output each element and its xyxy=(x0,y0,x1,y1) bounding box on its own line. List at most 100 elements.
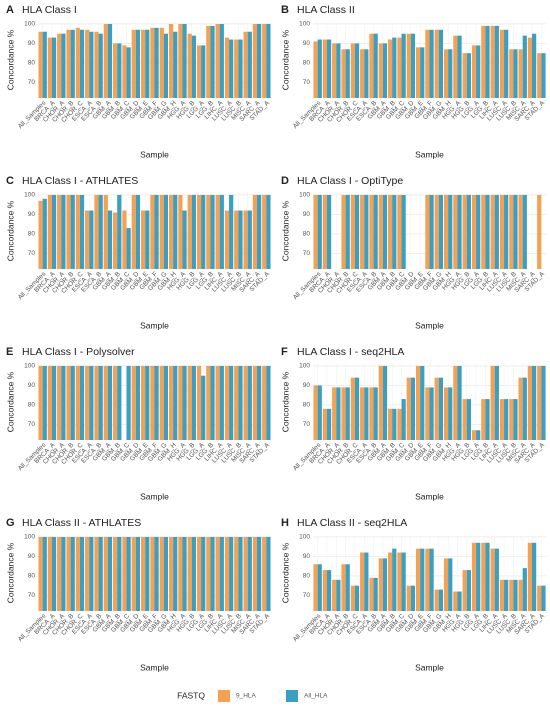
bar xyxy=(410,377,416,440)
bar xyxy=(401,33,406,98)
bar xyxy=(168,536,174,611)
bar xyxy=(238,39,243,98)
bar xyxy=(481,399,486,440)
bar xyxy=(201,45,206,98)
bar xyxy=(406,585,411,611)
bar xyxy=(210,194,215,269)
bar xyxy=(47,37,52,98)
bar xyxy=(518,377,523,440)
bar xyxy=(79,194,85,269)
bar xyxy=(206,365,211,440)
bar xyxy=(466,53,471,98)
bar xyxy=(350,377,355,440)
bar xyxy=(159,194,164,269)
bar xyxy=(457,35,462,98)
bar xyxy=(150,27,155,98)
panel-letter: E xyxy=(6,346,13,358)
bar xyxy=(229,194,234,269)
legend: FASTQ 9_HLA All_HLA xyxy=(177,690,328,702)
bar xyxy=(532,365,537,440)
bar xyxy=(103,536,108,611)
bar xyxy=(313,385,318,440)
panel-title: HLA Class I xyxy=(22,4,77,16)
bar xyxy=(201,375,206,440)
panel-letter: D xyxy=(281,175,289,187)
bar xyxy=(499,399,505,440)
bar xyxy=(131,29,136,98)
bar xyxy=(103,365,108,440)
bar xyxy=(322,194,327,269)
bar xyxy=(252,23,258,99)
bar xyxy=(382,365,388,440)
bar xyxy=(448,558,453,611)
bar xyxy=(537,53,542,98)
bar xyxy=(462,194,467,269)
bar xyxy=(322,570,327,611)
bar xyxy=(354,585,360,611)
bar xyxy=(168,194,174,269)
bar xyxy=(247,210,252,269)
bar xyxy=(345,49,350,98)
bar xyxy=(476,45,481,98)
bar xyxy=(229,39,234,98)
bar xyxy=(341,49,346,98)
bar xyxy=(57,536,62,611)
bar xyxy=(360,49,365,98)
bar xyxy=(243,365,248,440)
bar xyxy=(215,365,220,440)
bar xyxy=(388,552,393,611)
bar xyxy=(215,194,220,269)
bar xyxy=(485,194,490,269)
bar xyxy=(490,365,495,440)
bar xyxy=(191,35,196,98)
bar xyxy=(206,194,211,269)
bar xyxy=(70,29,75,98)
x-axis-label: Sample xyxy=(415,662,444,672)
bar xyxy=(522,377,527,440)
bar xyxy=(345,194,350,269)
bar xyxy=(504,194,509,269)
x-axis-label: Sample xyxy=(140,491,169,501)
bar xyxy=(471,194,477,269)
bar xyxy=(191,365,196,440)
bar xyxy=(326,570,332,611)
bar xyxy=(51,37,57,98)
bar xyxy=(89,536,94,611)
bar xyxy=(369,387,374,440)
bar xyxy=(113,536,118,611)
bar xyxy=(262,23,267,99)
y-tick-label: 90 xyxy=(28,211,36,218)
bar xyxy=(98,194,103,269)
bar xyxy=(98,365,103,440)
x-axis-label: Sample xyxy=(140,662,169,672)
bar xyxy=(522,35,527,98)
y-tick-label: 80 xyxy=(303,573,311,580)
bar xyxy=(485,25,490,98)
bar xyxy=(51,194,57,269)
panel-title: HLA Class I - Polysolver xyxy=(22,346,135,358)
bar xyxy=(219,536,224,611)
bar xyxy=(490,194,495,269)
bar xyxy=(541,53,546,98)
bar xyxy=(57,365,62,440)
bar xyxy=(252,536,258,611)
bar xyxy=(38,31,43,98)
bar xyxy=(210,536,215,611)
x-axis-label: Sample xyxy=(415,491,444,501)
bar xyxy=(126,365,131,440)
bar xyxy=(388,408,393,440)
bar xyxy=(234,210,239,269)
panel-letter: B xyxy=(281,4,289,16)
bar xyxy=(150,536,155,611)
bar xyxy=(336,43,341,98)
bar xyxy=(257,365,262,440)
panel: D HLA Class I - OptiType708090100All_Samp… xyxy=(280,175,546,330)
panel-title: HLA Class I - seq2HLA xyxy=(297,346,404,358)
y-tick-label: 70 xyxy=(303,592,311,599)
bar xyxy=(191,536,196,611)
bar xyxy=(210,365,215,440)
bar xyxy=(219,23,224,99)
bar xyxy=(438,589,444,611)
bar xyxy=(513,49,518,98)
bar xyxy=(42,31,47,98)
